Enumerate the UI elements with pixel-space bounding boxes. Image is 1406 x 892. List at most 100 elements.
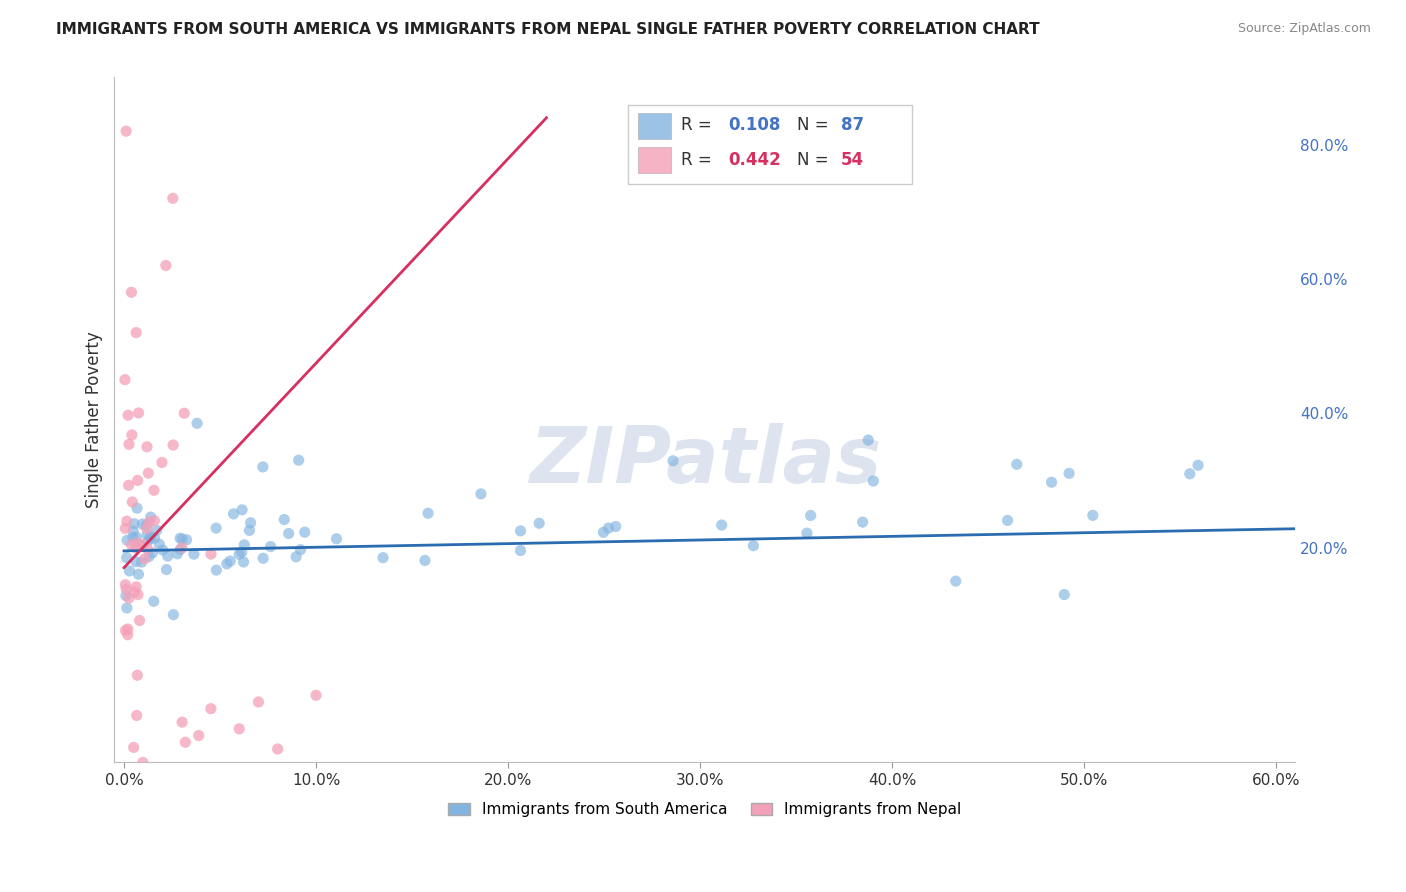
Point — [1005, 458, 1028, 472]
FancyBboxPatch shape — [637, 147, 671, 173]
Point — [1053, 588, 1076, 602]
Point — [598, 521, 620, 535]
Point — [114, 521, 136, 535]
Point — [125, 580, 148, 594]
Point — [800, 508, 823, 523]
Point — [135, 521, 157, 535]
Point — [138, 515, 160, 529]
Point — [125, 501, 148, 516]
Point — [252, 459, 274, 474]
Point — [125, 555, 148, 569]
Point — [120, 285, 142, 300]
Point — [127, 588, 149, 602]
Point — [115, 601, 138, 615]
Point — [305, 688, 328, 702]
Point — [139, 530, 162, 544]
Point — [162, 438, 184, 452]
Point — [138, 549, 160, 564]
Point — [121, 530, 143, 544]
Point — [131, 555, 153, 569]
Point — [127, 668, 149, 682]
Point — [187, 729, 209, 743]
Point — [238, 524, 260, 538]
Point — [139, 510, 162, 524]
Point — [176, 533, 198, 547]
Point — [200, 547, 222, 561]
Point — [239, 516, 262, 530]
Point — [122, 516, 145, 531]
Point — [131, 539, 153, 553]
Y-axis label: Single Father Poverty: Single Father Poverty — [86, 332, 103, 508]
Point — [115, 589, 138, 603]
Point — [1081, 508, 1104, 523]
Point — [170, 541, 193, 555]
Point — [135, 518, 157, 533]
Point — [1178, 467, 1201, 481]
Point — [114, 373, 136, 387]
Point — [121, 428, 143, 442]
Point — [136, 528, 159, 542]
Point — [155, 563, 177, 577]
Point — [259, 540, 281, 554]
Point — [219, 554, 242, 568]
Point — [143, 483, 166, 498]
Point — [1057, 467, 1080, 481]
Point — [143, 514, 166, 528]
Point — [118, 564, 141, 578]
Point — [215, 557, 238, 571]
Point — [162, 191, 184, 205]
FancyBboxPatch shape — [628, 105, 911, 184]
Point — [228, 547, 250, 561]
Point — [141, 546, 163, 560]
Point — [416, 506, 439, 520]
Point — [1187, 458, 1209, 473]
Point — [325, 532, 347, 546]
Point — [710, 518, 733, 533]
Point — [128, 406, 150, 420]
Point — [169, 531, 191, 545]
Point — [150, 455, 173, 469]
Point — [796, 526, 818, 541]
Point — [115, 533, 138, 548]
Text: N =: N = — [797, 151, 834, 169]
Text: 54: 54 — [841, 151, 863, 169]
Point — [169, 542, 191, 557]
Point — [115, 514, 138, 528]
Point — [252, 551, 274, 566]
Point — [122, 740, 145, 755]
Point — [222, 507, 245, 521]
Point — [131, 516, 153, 531]
Point — [266, 742, 288, 756]
Point — [148, 537, 170, 551]
Point — [509, 543, 531, 558]
Text: 0.442: 0.442 — [728, 151, 782, 169]
Point — [592, 525, 614, 540]
Text: R =: R = — [682, 151, 717, 169]
Point — [115, 124, 138, 138]
Point — [183, 547, 205, 561]
Text: Source: ZipAtlas.com: Source: ZipAtlas.com — [1237, 22, 1371, 36]
Text: N =: N = — [797, 116, 834, 135]
Point — [136, 542, 159, 557]
Point — [166, 547, 188, 561]
Legend: Immigrants from South America, Immigrants from Nepal: Immigrants from South America, Immigrant… — [443, 796, 967, 823]
Point — [118, 437, 141, 451]
Point — [294, 525, 316, 540]
Point — [134, 551, 156, 566]
Point — [127, 474, 149, 488]
Point — [1040, 475, 1063, 490]
Point — [527, 516, 550, 531]
Point — [231, 503, 253, 517]
Point — [117, 628, 139, 642]
Point — [125, 530, 148, 544]
Point — [152, 543, 174, 558]
Point — [139, 532, 162, 546]
Point — [122, 524, 145, 538]
Point — [136, 533, 159, 548]
Point — [156, 549, 179, 563]
Point — [127, 536, 149, 550]
Point — [132, 538, 155, 552]
Point — [121, 495, 143, 509]
Point — [155, 259, 177, 273]
Text: 87: 87 — [841, 116, 863, 135]
